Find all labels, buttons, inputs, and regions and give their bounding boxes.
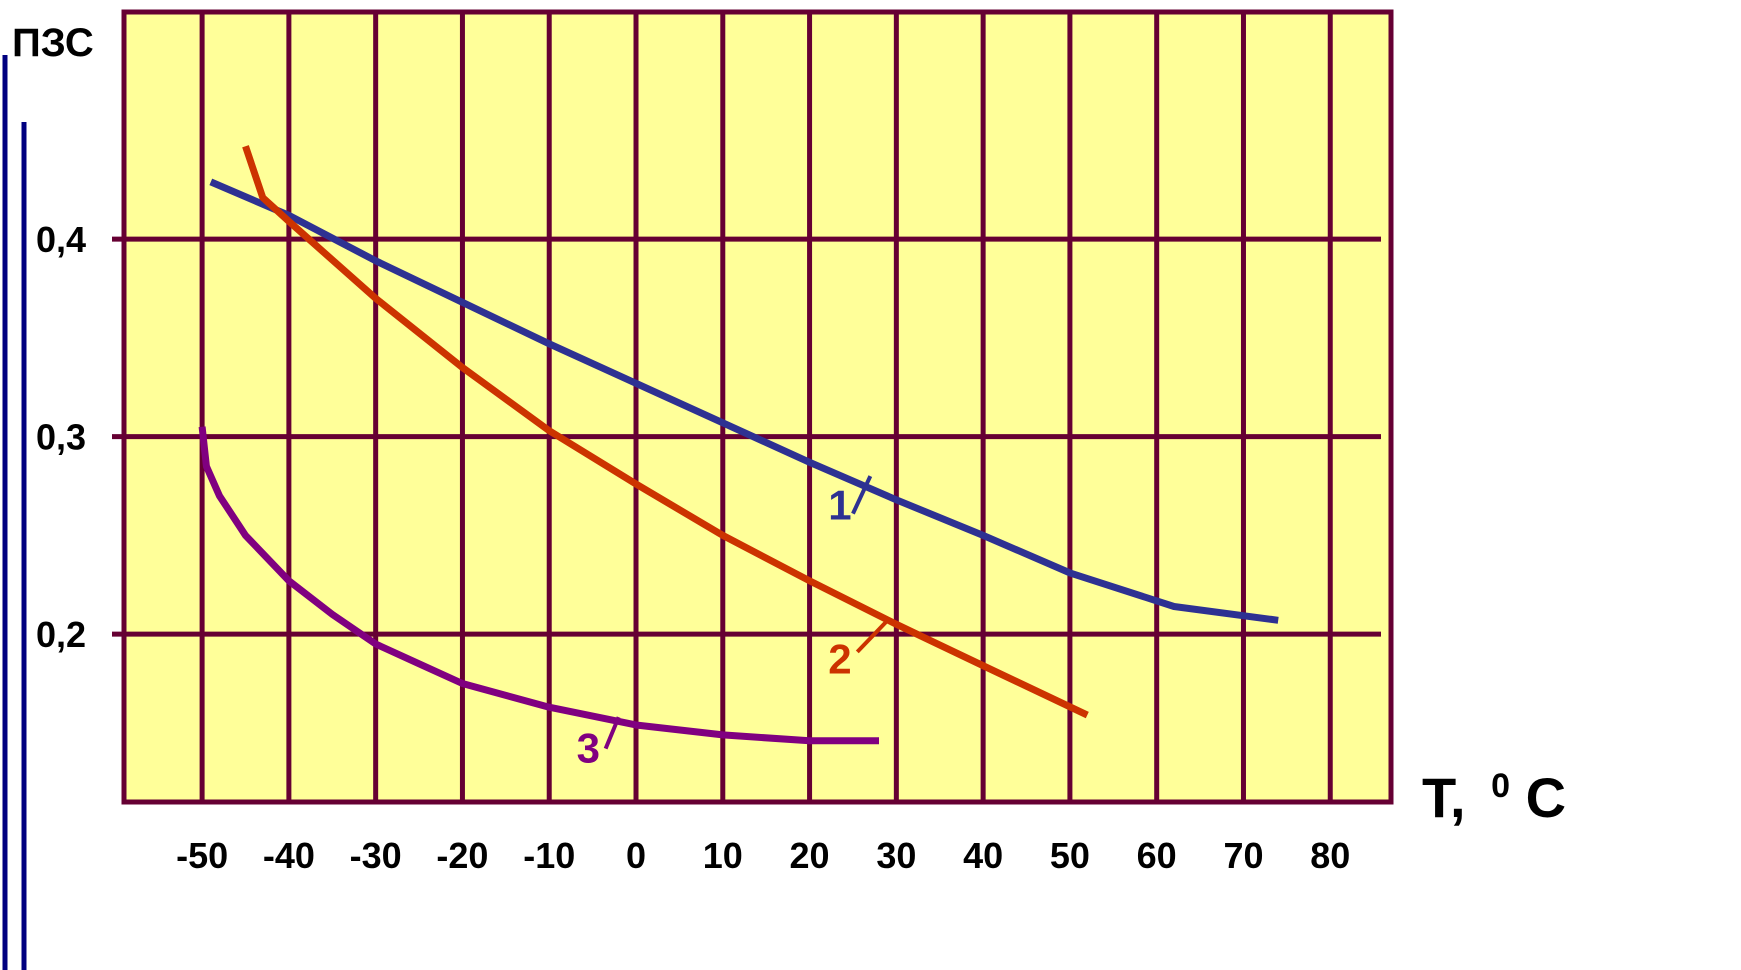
y-tick-label: 0,3 <box>36 417 86 458</box>
x-axis-label-sup: 0 <box>1491 767 1510 805</box>
grid-lines <box>112 12 1381 802</box>
y-tick-label: 0,2 <box>36 614 86 655</box>
annotation-leader <box>603 716 621 750</box>
x-tick-label: -50 <box>176 835 228 876</box>
x-tick-label: 30 <box>876 835 916 876</box>
x-tick-label: 20 <box>790 835 830 876</box>
plot-frame <box>121 9 1394 805</box>
annotation-label: 1 <box>828 482 851 529</box>
x-axis-label-unit: C <box>1526 766 1566 829</box>
y-tick-label: 0,4 <box>36 219 86 260</box>
x-tick-label: 10 <box>703 835 743 876</box>
series-line-1 <box>209 178 1279 624</box>
x-tick-label: -10 <box>523 835 575 876</box>
annotation-label: 3 <box>577 725 600 772</box>
x-tick-label: 40 <box>963 835 1003 876</box>
x-tick-label: 70 <box>1223 835 1263 876</box>
y-tick-labels: 0,4 0,3 0,2 <box>36 219 86 655</box>
series-line-3 <box>198 426 879 745</box>
plot-area <box>124 12 1391 802</box>
x-tick-labels: -50 -40 -30 -20 -10 0 10 20 30 40 50 60 70 80 <box>176 835 1350 876</box>
series-layer <box>198 145 1279 745</box>
annotation-label: 2 <box>828 636 851 683</box>
x-axis-label: T, 0 C <box>1422 746 1566 829</box>
annotation-leader <box>851 475 873 515</box>
x-tick-label: 60 <box>1137 835 1177 876</box>
annotations: 1 2 3 <box>577 475 890 772</box>
x-tick-label: 50 <box>1050 835 1090 876</box>
x-axis-label-main: T, <box>1422 766 1466 829</box>
series-line-2 <box>242 145 1089 719</box>
y-axis-label: ПЗС <box>12 21 94 65</box>
x-tick-label: -40 <box>263 835 315 876</box>
x-tick-label: -20 <box>436 835 488 876</box>
x-tick-label: 0 <box>626 835 646 876</box>
x-tick-label: -30 <box>350 835 402 876</box>
annotation-leader <box>855 618 890 654</box>
x-tick-label: 80 <box>1310 835 1350 876</box>
